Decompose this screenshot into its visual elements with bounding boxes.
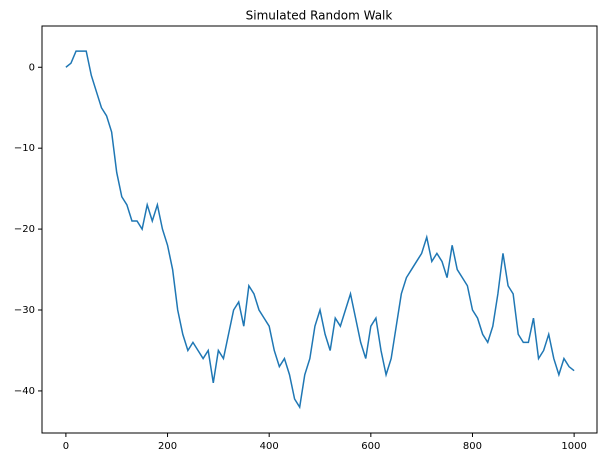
plot-frame	[41, 25, 598, 434]
line	[65, 50, 575, 410]
x-tick-label: 200	[158, 441, 177, 452]
y-tick-label: −20	[14, 224, 35, 235]
x-tick-label: 800	[463, 441, 482, 452]
x-tick-label: 0	[63, 441, 69, 452]
x-tick-label: 600	[361, 441, 380, 452]
y-tick-label: −10	[14, 143, 35, 154]
x-tick-label: 1000	[561, 441, 586, 452]
chart-title: Simulated Random Walk	[246, 9, 393, 23]
x-tick-label: 400	[260, 441, 279, 452]
y-tick-label: −40	[14, 386, 35, 397]
y-tick-label: −30	[14, 305, 35, 316]
y-tick-label: 0	[29, 62, 35, 73]
